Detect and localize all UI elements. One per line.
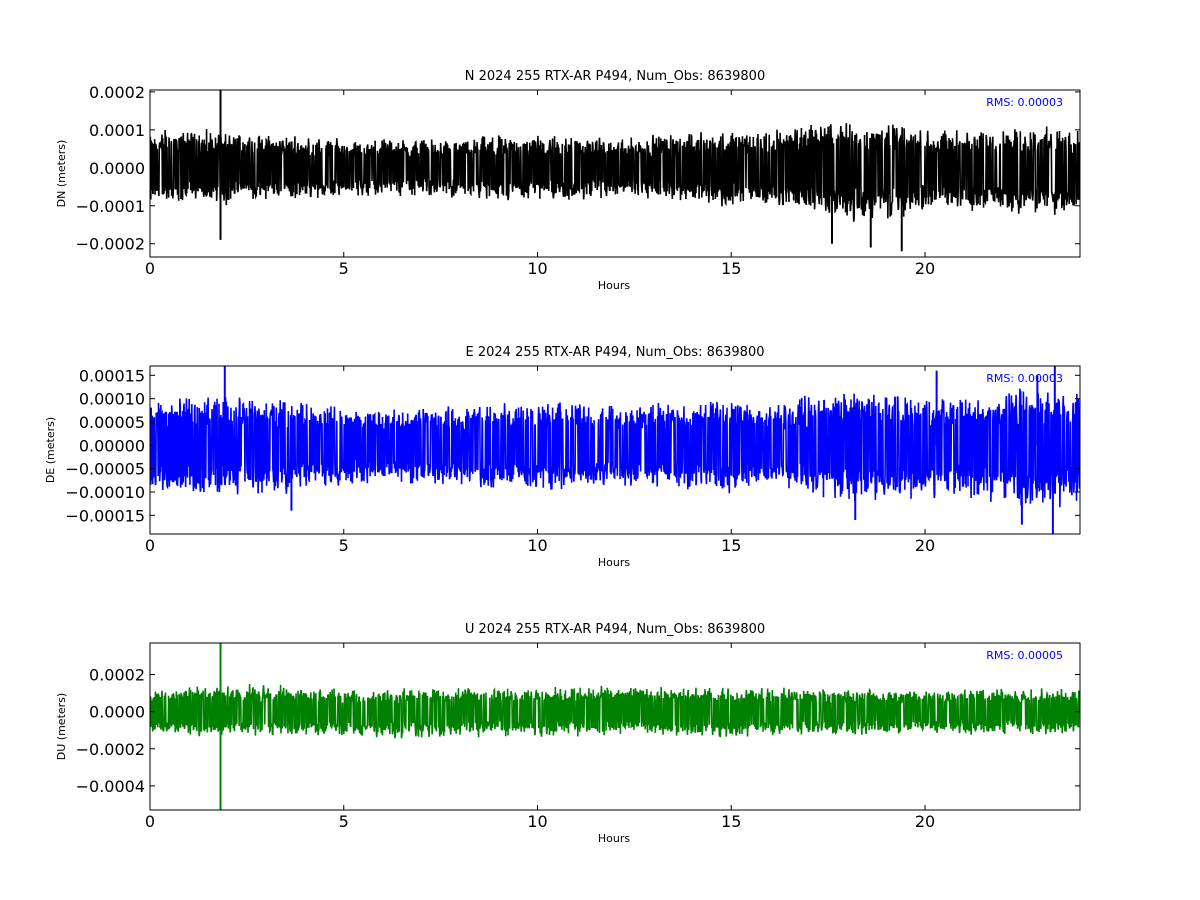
axes-frame bbox=[149, 89, 1081, 258]
data-series-line bbox=[150, 683, 1080, 739]
x-axis-label: Hours bbox=[598, 279, 630, 292]
x-tick-label: 20 bbox=[915, 259, 935, 278]
y-tick-label: −0.0001 bbox=[76, 197, 145, 216]
y-tick-label: 0.0002 bbox=[89, 83, 145, 102]
y-axis-label: DE (meters) bbox=[44, 417, 57, 483]
rms-annotation: RMS: 0.00003 bbox=[986, 372, 1063, 385]
chart-title: N 2024 255 RTX-AR P494, Num_Obs: 8639800 bbox=[465, 69, 765, 84]
x-axis-label: Hours bbox=[598, 832, 630, 845]
x-tick-label: 10 bbox=[527, 259, 547, 278]
data-series-line bbox=[150, 123, 1080, 222]
x-tick-label: 15 bbox=[721, 259, 741, 278]
x-axis-label: Hours bbox=[598, 556, 630, 569]
y-tick-label: 0.00015 bbox=[79, 366, 145, 385]
y-tick-label: −0.00010 bbox=[65, 483, 145, 502]
axes-frame bbox=[149, 642, 1081, 811]
rms-annotation: RMS: 0.00005 bbox=[986, 649, 1063, 662]
y-tick-label: −0.00005 bbox=[65, 460, 145, 479]
panel-east: E 2024 255 RTX-AR P494, Num_Obs: 8639800… bbox=[44, 345, 1081, 569]
y-tick-label: −0.0002 bbox=[76, 740, 145, 759]
x-tick-label: 0 bbox=[145, 536, 155, 555]
y-tick-label: 0.0002 bbox=[89, 666, 145, 685]
x-tick-label: 20 bbox=[915, 536, 935, 555]
y-tick-label: −0.0004 bbox=[76, 777, 145, 796]
data-series-line bbox=[150, 388, 1080, 508]
y-tick-label: 0.0000 bbox=[89, 159, 145, 178]
x-tick-label: 20 bbox=[915, 812, 935, 831]
panel-north: N 2024 255 RTX-AR P494, Num_Obs: 8639800… bbox=[55, 69, 1081, 292]
axes-frame bbox=[149, 365, 1081, 535]
x-tick-label: 5 bbox=[339, 536, 349, 555]
y-tick-label: 0.0000 bbox=[89, 703, 145, 722]
rms-annotation: RMS: 0.00003 bbox=[986, 96, 1063, 109]
x-tick-label: 10 bbox=[527, 812, 547, 831]
x-tick-label: 0 bbox=[145, 812, 155, 831]
chart-title: E 2024 255 RTX-AR P494, Num_Obs: 8639800 bbox=[466, 345, 765, 360]
y-axis-label: DU (meters) bbox=[55, 693, 68, 760]
x-tick-label: 0 bbox=[145, 259, 155, 278]
x-tick-label: 5 bbox=[339, 812, 349, 831]
y-tick-label: 0.00005 bbox=[79, 413, 145, 432]
x-tick-label: 10 bbox=[527, 536, 547, 555]
x-tick-label: 15 bbox=[721, 812, 741, 831]
y-tick-label: −0.0002 bbox=[76, 235, 145, 254]
y-tick-label: 0.0001 bbox=[89, 121, 145, 140]
panel-up: U 2024 255 RTX-AR P494, Num_Obs: 8639800… bbox=[55, 622, 1081, 845]
chart-title: U 2024 255 RTX-AR P494, Num_Obs: 8639800 bbox=[465, 622, 765, 637]
y-tick-label: 0.00000 bbox=[79, 436, 145, 455]
y-axis-label: DN (meters) bbox=[55, 140, 68, 208]
x-tick-label: 15 bbox=[721, 536, 741, 555]
y-tick-label: −0.00015 bbox=[65, 506, 145, 525]
x-tick-label: 5 bbox=[339, 259, 349, 278]
y-tick-label: 0.00010 bbox=[79, 390, 145, 409]
